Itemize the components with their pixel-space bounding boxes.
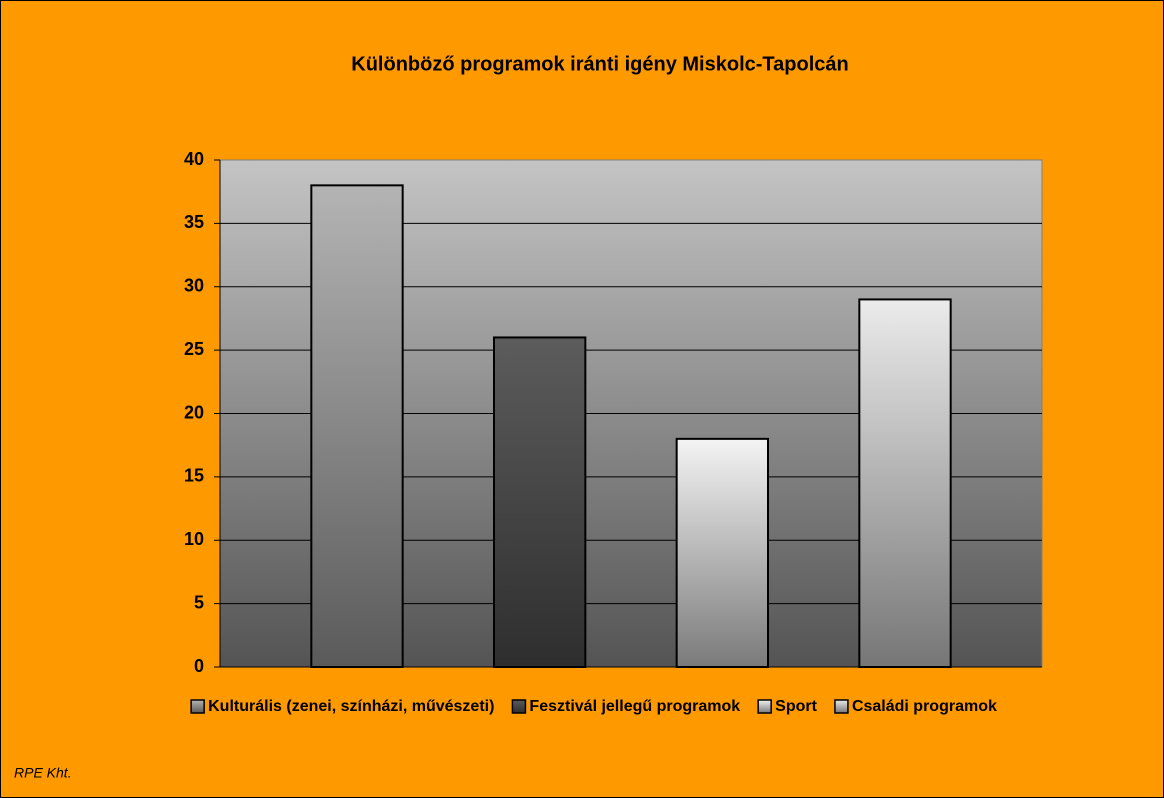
y-tick-label: 35 [184, 212, 204, 232]
legend-label: Fesztivál jellegű programok [529, 698, 740, 715]
y-tick-label: 5 [194, 592, 204, 612]
bar [675, 437, 770, 668]
source: RPE Kht. [14, 765, 72, 781]
bar [310, 184, 404, 668]
chart-title: Különböző programok iránti igény Miskolc… [351, 53, 848, 75]
legend-label: Kulturális (zenei, színházi, művészeti) [208, 698, 494, 715]
legend-label: Családi programok [852, 698, 997, 715]
legend-label: Sport [775, 698, 817, 715]
y-tick-label: 15 [184, 466, 204, 486]
y-tick-label: 40 [184, 149, 204, 169]
legend-swatch [511, 699, 527, 714]
y-tick-label: 25 [184, 339, 204, 359]
legend-swatch [190, 699, 205, 714]
y-tick-label: 30 [184, 276, 204, 296]
bar [493, 336, 587, 668]
legend-swatch [834, 699, 849, 714]
y-tick-label: 20 [184, 402, 204, 422]
y-tick-label: 10 [184, 529, 204, 549]
y-tick-label: 0 [194, 656, 204, 676]
legend-swatch [757, 699, 772, 714]
bar [858, 298, 952, 668]
